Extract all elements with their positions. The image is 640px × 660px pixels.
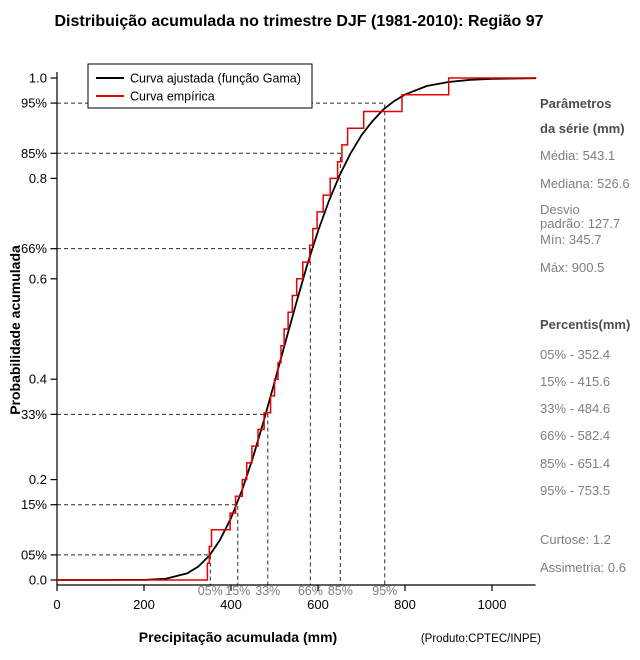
percentile-item: 05% - 352.4 — [540, 347, 611, 362]
x-tick-label: 400 — [220, 597, 242, 612]
percentile-guides: 05% 15% 33% 66% 85% 95% — [57, 102, 397, 598]
product-credit: (Produto:CPTEC/INPE) — [420, 633, 541, 645]
legend-box — [87, 63, 313, 109]
params-header-line2: da série (mm) — [540, 121, 625, 136]
stat-mediana: Mediana: 526.6 — [540, 176, 630, 191]
x-tick-label: 200 — [133, 597, 155, 612]
y-tick-label: 0.4 — [29, 372, 47, 387]
y-percent-tick-label: 85% — [21, 146, 47, 161]
legend: Curva ajustada (função Gama) Curva empír… — [87, 63, 313, 109]
y-percent-tick-label: 66% — [21, 241, 47, 256]
percentile-guide-line — [57, 413, 269, 585]
percentile-item: 33% - 484.6 — [540, 401, 611, 416]
y-percent-tick-label: 33% — [21, 407, 47, 422]
curves — [56, 77, 537, 581]
percentile-bottom-label: 15% — [225, 584, 250, 598]
percentile-guide-line — [57, 152, 341, 585]
stat-desvio-line1: Desvio — [540, 202, 580, 217]
x-axis-title: Precipitação acumulada (mm) — [138, 629, 338, 645]
y-tick-label: 1.0 — [29, 71, 47, 86]
percentile-item: 95% - 753.5 — [540, 483, 611, 498]
y-tick-label: 0.8 — [29, 171, 47, 186]
percentis-header: Percentis(mm) — [540, 317, 631, 332]
y-tick-label: 0.6 — [29, 271, 47, 286]
y-percent-tick-label: 95% — [21, 96, 47, 111]
percentile-guide-line — [57, 248, 311, 585]
x-tick-label: 0 — [53, 597, 60, 612]
percentile-bottom-label: 95% — [372, 584, 397, 598]
y-axis-title: Probabilidade acumulada — [7, 245, 23, 415]
percentile-item: 15% - 415.6 — [540, 374, 611, 389]
axes: 0 200 400 600 800 10000.00.20.40.60.81.005%15… — [21, 71, 536, 612]
stat-media: Média: 543.1 — [540, 148, 616, 163]
percentile-guide-line — [57, 554, 211, 585]
empirical-curve-legend-label: Curva empírica — [130, 90, 215, 104]
params-header-line1: Parâmetros — [540, 96, 612, 111]
percentile-guide-line — [57, 102, 386, 585]
x-tick-label: 1000 — [478, 597, 507, 612]
y-percent-tick-label: 05% — [21, 547, 47, 562]
empirical-step-curve — [57, 77, 536, 581]
stat-curtose: Curtose: 1.2 — [540, 532, 611, 547]
percentile-guide-line — [57, 504, 239, 585]
fitted-curve-legend-label: Curva ajustada (função Gama) — [130, 72, 301, 86]
stat-max: Máx: 900.5 — [540, 260, 605, 275]
percentile-item: 66% - 582.4 — [540, 428, 611, 443]
y-tick-label: 0.0 — [29, 573, 47, 588]
percentile-bottom-label: 33% — [255, 584, 280, 598]
stat-desvio-line2: padrão: 127.7 — [540, 216, 621, 231]
percentile-bottom-label: 66% — [298, 584, 323, 598]
percentile-item: 85% - 651.4 — [540, 456, 611, 471]
stat-assimetria: Assimetria: 0.6 — [540, 560, 626, 575]
x-tick-label: 800 — [394, 597, 416, 612]
x-tick-label: 600 — [307, 597, 329, 612]
stat-min: Mín: 345.7 — [540, 232, 602, 247]
y-tick-label: 0.2 — [29, 472, 47, 487]
percentile-bottom-label: 85% — [328, 584, 353, 598]
y-percent-tick-label: 15% — [21, 497, 47, 512]
page-title: Distribuição acumulada no trimestre DJF … — [54, 13, 544, 30]
percentile-bottom-label: 05% — [198, 584, 223, 598]
